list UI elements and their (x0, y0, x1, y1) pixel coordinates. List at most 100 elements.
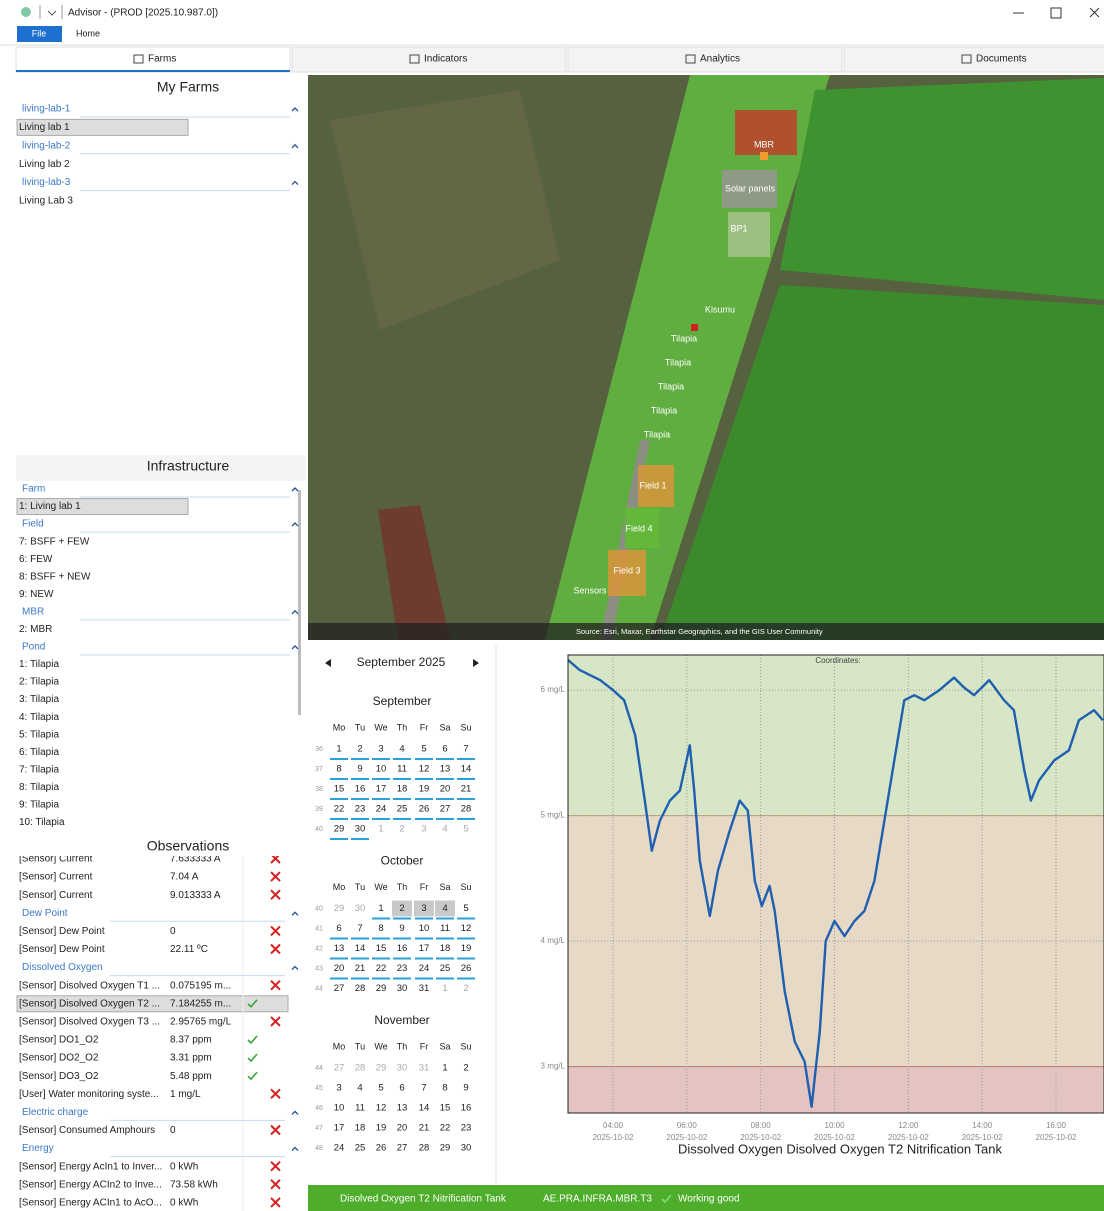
day[interactable]: 5 (463, 824, 468, 835)
map-label[interactable]: Tilapia (658, 381, 684, 391)
day[interactable]: 30 (461, 1143, 472, 1154)
group-header[interactable]: Dew Point (22, 908, 68, 919)
day[interactable]: 27 (440, 804, 451, 815)
group-header[interactable]: Energy (22, 1143, 54, 1154)
group-header[interactable]: Field (22, 519, 44, 530)
collapse-caret[interactable] (291, 487, 299, 492)
day[interactable]: 17 (419, 943, 430, 954)
day[interactable]: 4 (399, 744, 404, 755)
day[interactable]: 5 (463, 903, 468, 914)
day[interactable]: 30 (355, 824, 366, 835)
day[interactable]: 27 (397, 1143, 408, 1154)
day[interactable]: 7 (463, 744, 468, 755)
day[interactable]: 29 (376, 1063, 387, 1074)
group-header[interactable]: MBR (22, 606, 44, 617)
day[interactable]: 17 (334, 1123, 345, 1134)
day[interactable]: 3 (378, 744, 383, 755)
observation-value[interactable]: 1 mg/L (170, 1089, 201, 1100)
observation-name[interactable]: [Sensor] Dew Point (19, 926, 105, 937)
tree-item[interactable]: 5: Tilapia (19, 729, 59, 740)
day[interactable]: 23 (397, 963, 408, 974)
day[interactable]: 8 (378, 923, 383, 934)
day[interactable]: 12 (419, 764, 430, 775)
collapse-caret[interactable] (291, 609, 299, 615)
day[interactable]: 22 (440, 1123, 451, 1134)
tree-item[interactable]: 9: Tilapia (19, 800, 59, 811)
day[interactable]: 26 (461, 963, 472, 974)
observation-name[interactable]: [Sensor] Consumed Amphours (19, 1125, 155, 1136)
file-tab-bg[interactable] (17, 26, 62, 42)
map-label[interactable]: MBR (754, 139, 775, 149)
nav-tab[interactable] (291, 46, 567, 73)
map-label[interactable]: Sensors (573, 585, 607, 595)
observation-name[interactable]: [Sensor] Disolved Oxygen T1 ... (19, 980, 160, 991)
day[interactable]: 9 (357, 764, 362, 775)
day[interactable]: 29 (334, 824, 345, 835)
day[interactable]: 10 (419, 923, 430, 934)
observation-name[interactable]: [Sensor] Energy ACIn1 to AcO... (19, 1198, 162, 1209)
map-label[interactable]: Kisumu (705, 304, 735, 314)
tree-item[interactable]: Living lab 1 (19, 122, 70, 133)
day[interactable]: 28 (419, 1143, 430, 1154)
day[interactable]: 15 (440, 1103, 451, 1114)
observation-value[interactable]: 7.633333 A (170, 854, 221, 865)
collapse-caret[interactable] (291, 1110, 299, 1115)
ribbon-tab[interactable]: File (32, 28, 47, 38)
observation-value[interactable]: 0 kWh (170, 1161, 198, 1172)
observation-name[interactable]: [Sensor] Disolved Oxygen T2 ... (19, 998, 160, 1009)
day[interactable]: 11 (440, 923, 450, 934)
day[interactable]: 7 (357, 923, 362, 934)
scrollbar[interactable] (298, 490, 301, 715)
close-button[interactable] (1089, 7, 1100, 18)
observation-name[interactable]: [Sensor] Current (19, 854, 93, 865)
tree-item[interactable]: 1: Living lab 1 (19, 501, 81, 512)
day[interactable]: 13 (440, 764, 451, 775)
day[interactable]: 10 (334, 1103, 345, 1114)
nav-tab[interactable] (15, 46, 291, 73)
day[interactable]: 3 (421, 903, 426, 914)
day[interactable]: 30 (397, 1063, 408, 1074)
day[interactable]: 24 (376, 804, 387, 815)
tree-item[interactable]: 2: MBR (19, 624, 52, 635)
day[interactable]: 31 (419, 1063, 430, 1074)
map-marker[interactable] (760, 152, 768, 160)
observation-name[interactable]: [Sensor] DO2_O2 (19, 1053, 99, 1064)
day[interactable]: 1 (378, 824, 383, 835)
observation-name[interactable]: [Sensor] DO1_O2 (19, 1035, 99, 1046)
next-month[interactable] (473, 659, 479, 667)
collapse-caret[interactable] (291, 107, 299, 112)
day[interactable]: 3 (336, 1083, 341, 1094)
map-area[interactable] (728, 212, 770, 257)
day[interactable]: 24 (334, 1143, 345, 1154)
day[interactable]: 6 (336, 923, 341, 934)
observation-value[interactable]: 0 (170, 1125, 176, 1136)
day[interactable]: 28 (355, 983, 366, 994)
day[interactable]: 22 (334, 804, 345, 815)
day[interactable]: 2 (399, 903, 404, 914)
day[interactable]: 21 (461, 784, 472, 795)
tree-item[interactable]: 7: Tilapia (19, 764, 59, 775)
day[interactable]: 8 (336, 764, 341, 775)
day[interactable]: 31 (419, 983, 430, 994)
day[interactable]: 3 (421, 824, 426, 835)
group-header[interactable]: Pond (22, 642, 45, 653)
group-header[interactable]: Electric charge (22, 1107, 89, 1118)
day[interactable]: 9 (399, 923, 404, 934)
observation-value[interactable]: 8.37 ppm (170, 1035, 212, 1046)
day[interactable]: 13 (397, 1103, 408, 1114)
day[interactable]: 27 (334, 983, 345, 994)
day[interactable]: 20 (440, 784, 451, 795)
quick-access[interactable] (47, 10, 57, 16)
map-area[interactable] (625, 508, 659, 548)
day[interactable]: 29 (376, 983, 387, 994)
day[interactable]: 17 (376, 784, 387, 795)
day[interactable]: 2 (399, 824, 404, 835)
observation-value[interactable]: 0 (170, 926, 176, 937)
observation-value[interactable]: 0 kWh (170, 1198, 198, 1209)
selected-day[interactable] (435, 900, 455, 917)
tree-item[interactable]: Living lab 2 (19, 159, 70, 170)
day[interactable]: 16 (461, 1103, 472, 1114)
tree-item[interactable]: 7: BSFF + FEW (19, 536, 90, 547)
observation-value[interactable]: 2.95765 mg/L (170, 1017, 232, 1028)
nav-tab-label[interactable]: Indicators (424, 54, 467, 65)
